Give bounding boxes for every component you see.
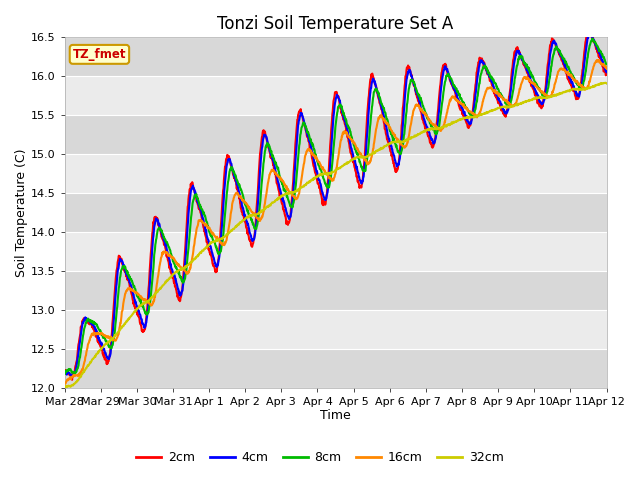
Bar [65, 155, 607, 193]
Bar [65, 193, 607, 232]
Bar [65, 76, 607, 115]
Title: Tonzi Soil Temperature Set A: Tonzi Soil Temperature Set A [218, 15, 454, 33]
Bar [65, 115, 607, 155]
Text: TZ_fmet: TZ_fmet [73, 48, 126, 61]
X-axis label: Time: Time [320, 409, 351, 422]
Bar [65, 37, 607, 76]
Bar [65, 311, 607, 349]
Y-axis label: Soil Temperature (C): Soil Temperature (C) [15, 149, 28, 277]
Bar [65, 349, 607, 388]
Legend: 2cm, 4cm, 8cm, 16cm, 32cm: 2cm, 4cm, 8cm, 16cm, 32cm [131, 446, 509, 469]
Bar [65, 232, 607, 271]
Bar [65, 271, 607, 311]
